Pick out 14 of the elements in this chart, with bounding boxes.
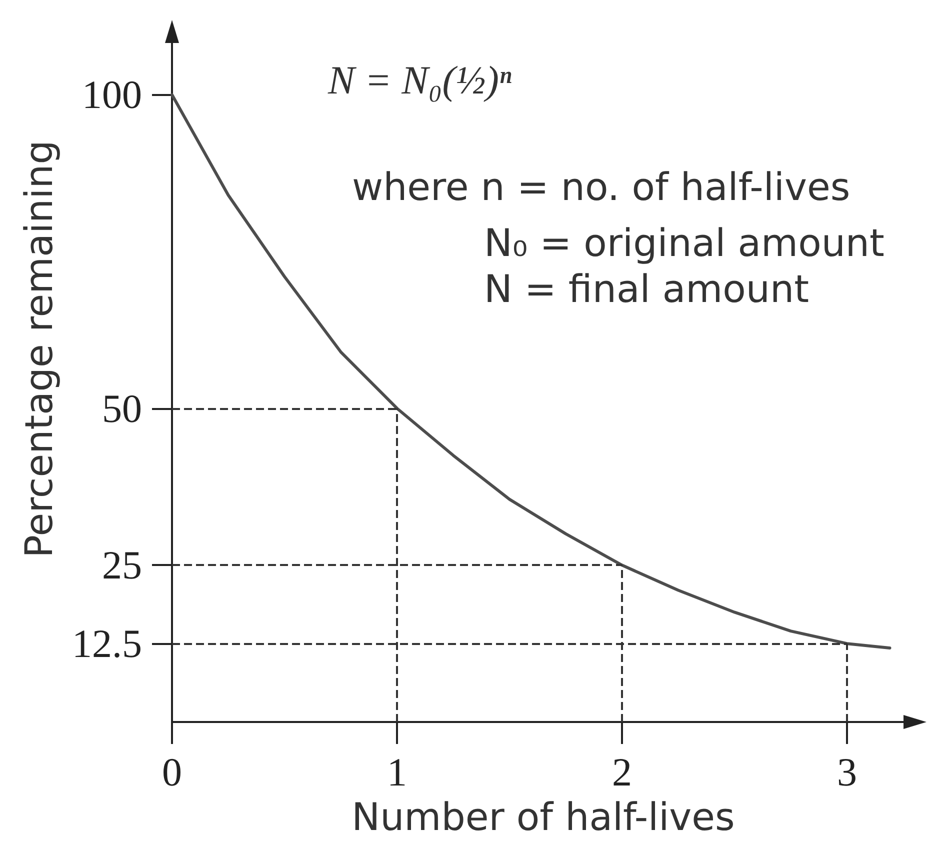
x-tick-label: 0 bbox=[162, 750, 182, 794]
x-tick-label: 3 bbox=[837, 750, 857, 794]
annotation: N = final amount bbox=[484, 267, 809, 311]
y-axis-title: Percentage remaining bbox=[17, 140, 61, 558]
y-tick-label: 25 bbox=[102, 542, 142, 588]
y-tick-label: 12.5 bbox=[72, 621, 142, 666]
x-axis-title: Number of half-lives bbox=[352, 795, 735, 839]
annotation: N = N₀(½)ⁿ bbox=[327, 58, 512, 102]
annotation: N₀ = original amount bbox=[484, 221, 884, 265]
x-tick-label: 1 bbox=[387, 750, 407, 794]
y-tick-label: 100 bbox=[82, 72, 142, 118]
x-tick-label: 2 bbox=[612, 750, 632, 794]
y-tick-label: 50 bbox=[102, 386, 142, 431]
annotation: where n = no. of half-lives bbox=[352, 165, 850, 209]
